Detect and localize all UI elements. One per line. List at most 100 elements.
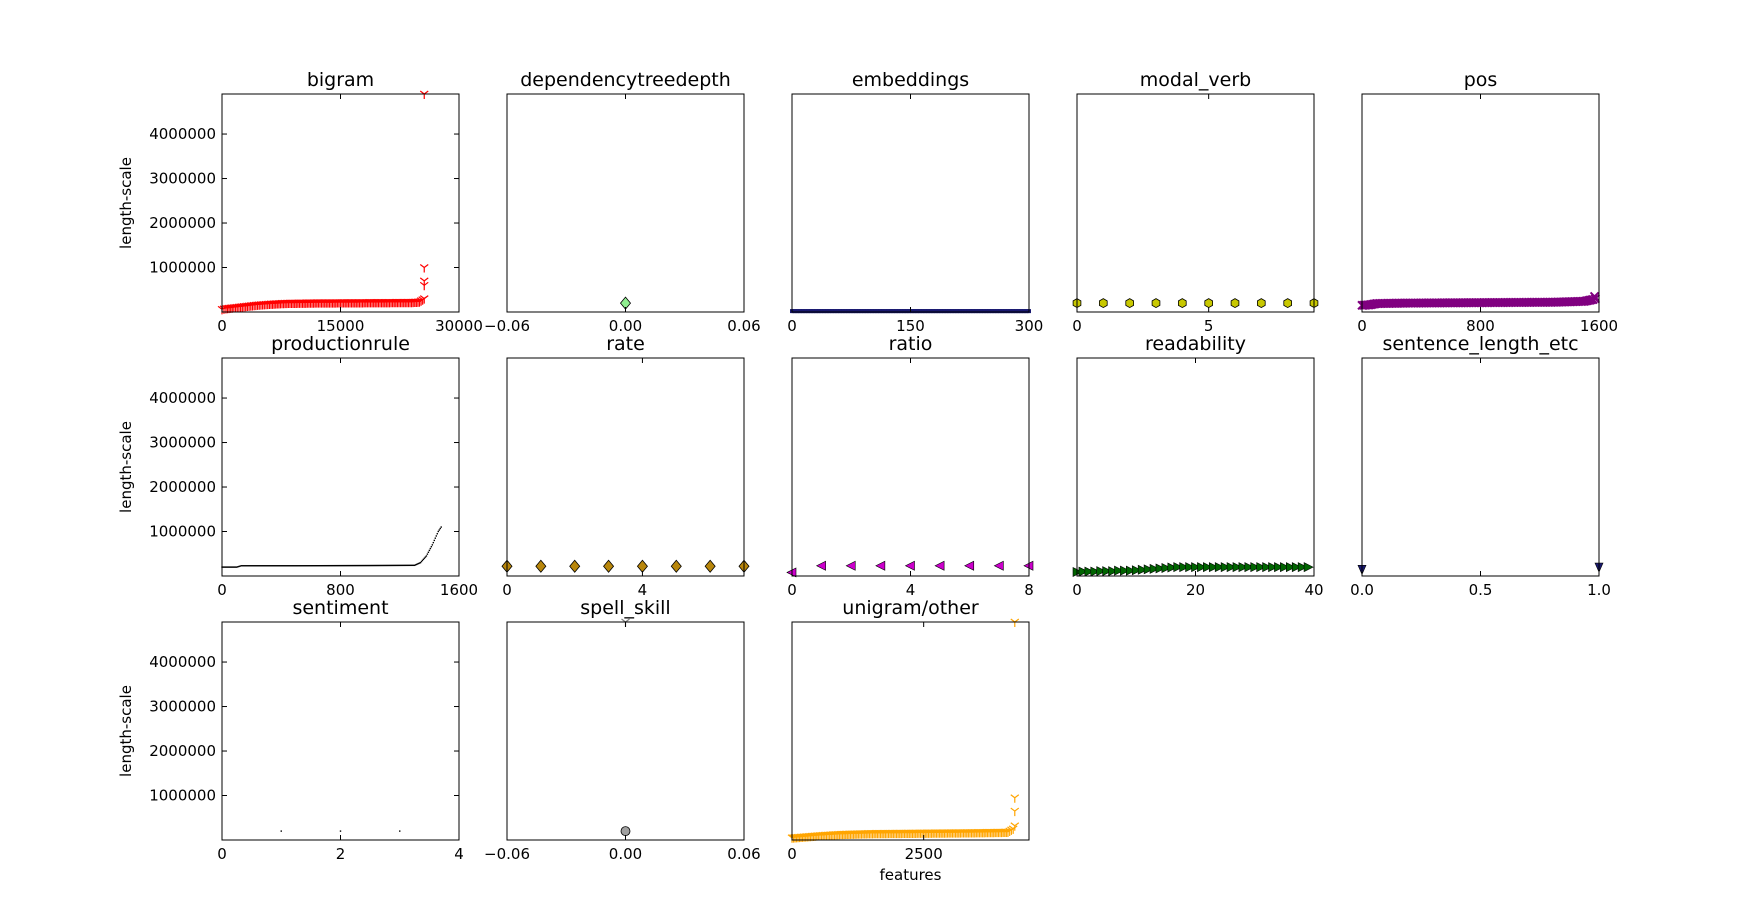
x-tick-label: 0.0 — [1350, 581, 1374, 599]
data-point — [372, 564, 374, 567]
data-point — [402, 564, 405, 567]
data-point — [412, 564, 415, 567]
data-point — [439, 527, 441, 530]
x-tick-label: 0 — [787, 317, 797, 335]
x-tick-label: 0.06 — [727, 317, 760, 335]
data-point — [382, 564, 384, 567]
data-point — [416, 563, 419, 565]
data-point — [1226, 562, 1237, 573]
x-tick-label: 1600 — [1580, 317, 1618, 335]
data-point-outlier — [419, 90, 429, 99]
data-point — [904, 560, 915, 571]
data-point — [535, 559, 547, 573]
subplot-title: modal_verb — [1140, 69, 1251, 91]
axes-frame — [1076, 357, 1315, 577]
data-point — [366, 564, 368, 567]
y-tick-label: 2000000 — [149, 742, 216, 760]
data-point — [291, 565, 293, 567]
data-point — [242, 565, 244, 567]
plot-area-unigram-other — [787, 618, 1020, 843]
data-point — [417, 562, 420, 565]
data-point — [288, 565, 290, 567]
y-tick-label: 3000000 — [149, 434, 216, 452]
data-point — [256, 565, 258, 567]
x-tick-label: 0 — [502, 581, 512, 599]
data-point — [389, 564, 392, 567]
data-point — [339, 830, 342, 832]
subplot-modal-verb: modal_verb 0 5 — [1072, 69, 1319, 335]
data-point — [228, 566, 230, 568]
data-point — [285, 565, 287, 567]
data-point — [431, 544, 434, 546]
data-point — [1120, 565, 1131, 576]
data-point — [343, 564, 345, 567]
data-point — [704, 559, 716, 573]
data-point — [1185, 562, 1196, 573]
data-point — [251, 565, 253, 567]
x-tick-label: 0 — [1072, 581, 1082, 599]
data-point — [302, 565, 304, 567]
data-point — [392, 564, 395, 567]
data-point — [1125, 298, 1134, 309]
data-point — [357, 564, 359, 567]
data-point — [334, 564, 336, 567]
data-point — [258, 565, 260, 567]
subplot-ratio: ratio 0 4 8 — [786, 333, 1034, 599]
data-point — [367, 564, 369, 567]
subplot-spell-skill: spell_skill −0.06 0.00 0.06 — [484, 597, 761, 863]
x-tick-label: 0.5 — [1469, 581, 1493, 599]
data-point — [1099, 298, 1108, 309]
data-point — [620, 826, 631, 837]
data-point — [335, 564, 337, 567]
data-point — [223, 566, 225, 568]
axes-frame — [221, 93, 460, 313]
data-point — [281, 565, 283, 567]
data-point — [280, 565, 282, 567]
data-point — [327, 564, 329, 567]
data-point — [405, 564, 408, 567]
y-tick-label: 1000000 — [149, 787, 216, 805]
data-point — [424, 556, 427, 558]
data-point — [239, 565, 241, 567]
data-point — [307, 565, 309, 567]
data-point — [360, 564, 362, 567]
data-point — [293, 565, 295, 567]
data-point — [261, 565, 263, 567]
subplot-bigram: bigram 0 15000 30000 1000000 2000000 3000000 40… — [117, 69, 483, 335]
x-tick-label: 0 — [217, 581, 227, 599]
subplot-title: readability — [1145, 333, 1246, 355]
data-point — [249, 565, 251, 567]
data-point — [433, 539, 436, 542]
data-point — [394, 564, 397, 567]
data-point — [1131, 565, 1142, 576]
subplot-title: unigram/other — [842, 597, 979, 619]
data-point — [351, 564, 353, 567]
subplot-title: ratio — [889, 333, 933, 355]
y-tick-label: 2000000 — [149, 478, 216, 496]
data-point — [232, 566, 234, 568]
data-point — [384, 564, 386, 567]
data-point — [369, 564, 371, 567]
data-point — [1178, 298, 1187, 309]
data-point — [241, 565, 243, 567]
data-point — [233, 566, 235, 568]
x-tick-label: 4 — [638, 581, 648, 599]
data-point — [283, 565, 285, 567]
x-axis-label: features — [880, 866, 942, 884]
data-point — [264, 565, 266, 567]
data-point — [229, 566, 231, 568]
axes-frame — [791, 621, 1030, 841]
y-tick-label: 4000000 — [149, 389, 216, 407]
axes-frame — [221, 357, 460, 577]
data-point — [401, 564, 404, 567]
data-point — [237, 566, 239, 568]
data-point — [1238, 562, 1249, 573]
data-point — [400, 564, 403, 567]
data-point — [386, 564, 388, 567]
data-point — [257, 565, 259, 567]
data-point — [1191, 562, 1202, 573]
data-point — [266, 565, 268, 567]
plot-area-sentiment — [280, 830, 401, 832]
data-point — [1197, 562, 1208, 573]
data-point — [356, 564, 358, 567]
